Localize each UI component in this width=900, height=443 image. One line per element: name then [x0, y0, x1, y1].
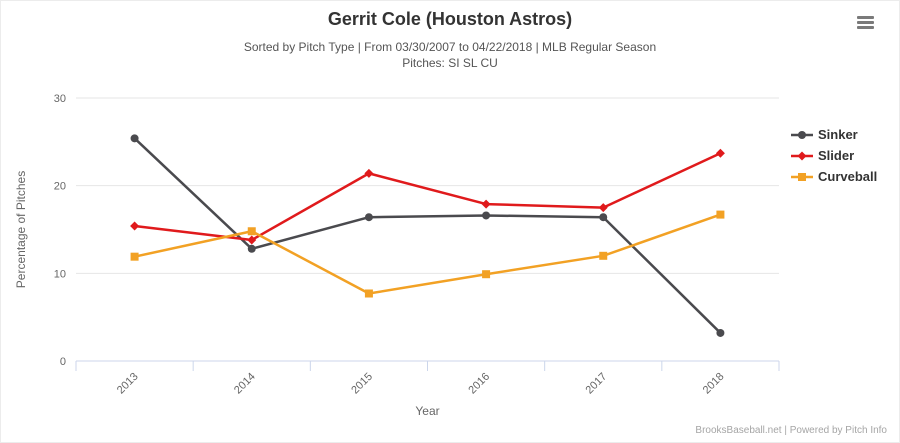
credits-link[interactable]: BrooksBaseball.net | Powered by Pitch In… [695, 425, 887, 436]
x-tick-label: 2015 [349, 371, 375, 397]
chart-legend: Sinker Slider Curveball [791, 127, 877, 184]
chart-subtitle-line1: Sorted by Pitch Type | From 03/30/2007 t… [243, 40, 657, 54]
x-tick-label: 2013 [115, 371, 141, 397]
x-axis-title: Year [415, 404, 439, 418]
series-sinker [130, 134, 725, 337]
x-tick-label: 2016 [466, 371, 492, 397]
chart-context-menu-button[interactable] [857, 11, 881, 33]
legend-item-sinker[interactable]: Sinker [791, 127, 877, 142]
y-tick-label: 10 [54, 268, 66, 280]
y-tick-label: 20 [54, 181, 66, 193]
chart-subtitle-line2: Pitches: SI SL CU [402, 56, 498, 70]
x-tick-label: 2014 [232, 371, 258, 397]
slider-legend-marker-icon [791, 151, 813, 160]
legend-label: Curveball [818, 169, 878, 184]
legend-item-curveball[interactable]: Curveball [791, 169, 877, 184]
hamburger-icon [857, 15, 874, 19]
y-tick-label: 30 [54, 93, 66, 105]
x-tick-label: 2018 [701, 371, 727, 397]
sinker-legend-marker-icon [791, 130, 813, 139]
series-curveball [130, 210, 725, 298]
legend-label: Slider [818, 148, 855, 163]
series-slider [130, 148, 725, 245]
y-tick-label: 0 [60, 356, 66, 368]
legend-item-slider[interactable]: Slider [791, 148, 877, 163]
legend-label: Sinker [818, 127, 858, 142]
curveball-legend-marker-icon [791, 172, 813, 181]
x-tick-label: 2017 [584, 371, 610, 397]
chart-title: Gerrit Cole (Houston Astros) [327, 9, 573, 29]
y-axis-title: Percentage of Pitches [14, 171, 28, 288]
chart-subtitle: Sorted by Pitch Type | From 03/30/2007 t… [1, 39, 899, 71]
